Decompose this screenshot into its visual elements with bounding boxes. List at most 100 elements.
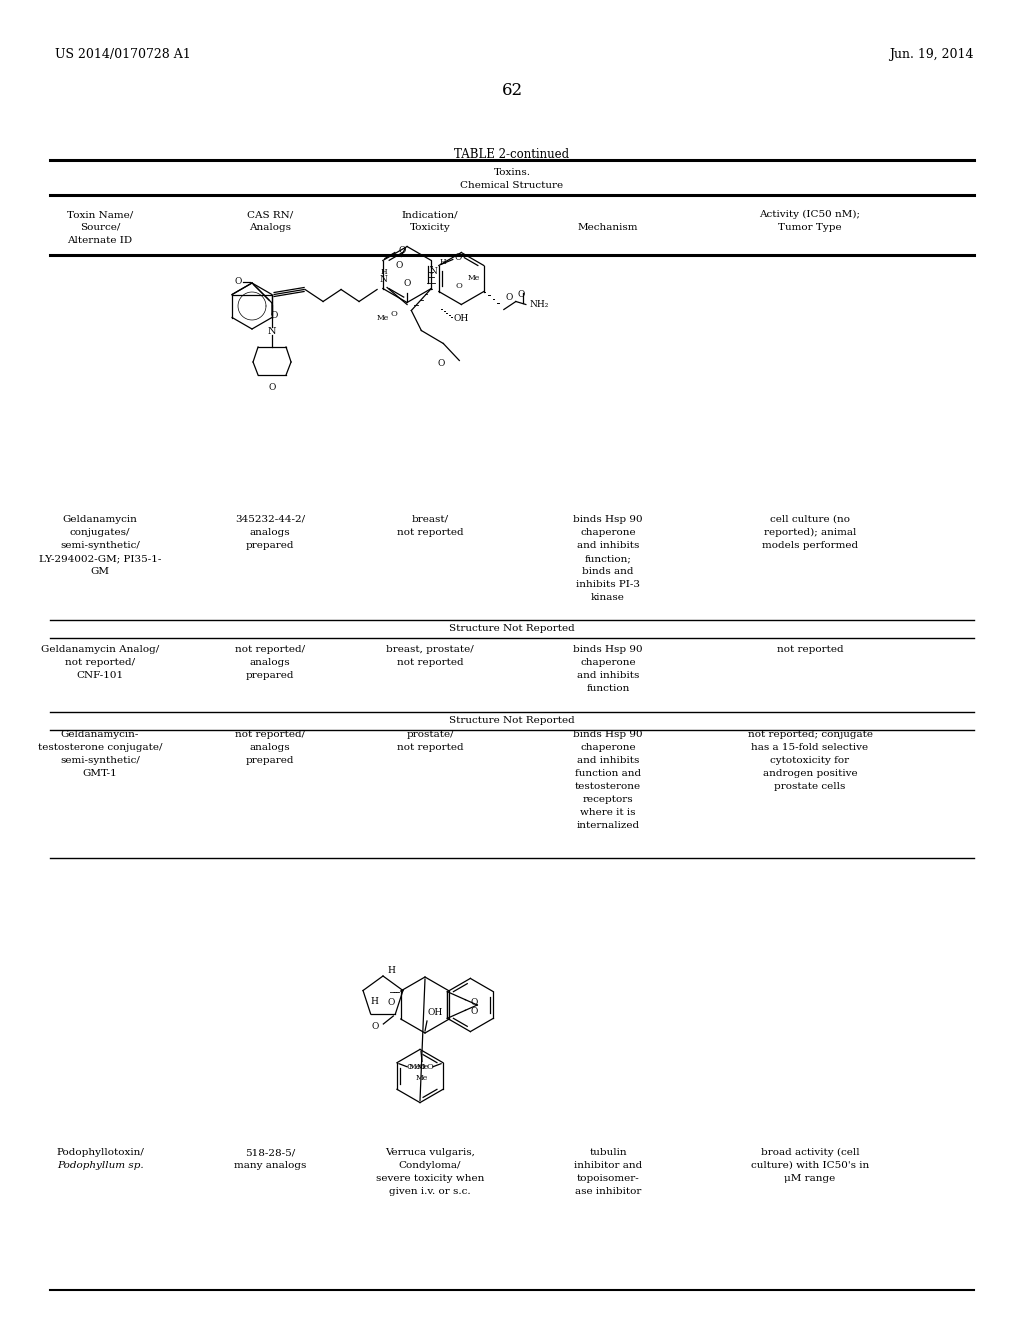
Text: chaperone: chaperone <box>581 743 636 752</box>
Text: Geldanamycin Analog/: Geldanamycin Analog/ <box>41 645 159 653</box>
Text: breast, prostate/: breast, prostate/ <box>386 645 474 653</box>
Text: Jun. 19, 2014: Jun. 19, 2014 <box>890 48 974 61</box>
Text: and inhibits: and inhibits <box>577 756 639 766</box>
Text: tubulin: tubulin <box>589 1148 627 1158</box>
Text: culture) with IC50's in: culture) with IC50's in <box>751 1162 869 1170</box>
Text: semi-synthetic/: semi-synthetic/ <box>60 541 140 550</box>
Text: analogs: analogs <box>250 743 291 752</box>
Text: function;: function; <box>585 554 632 564</box>
Text: androgen positive: androgen positive <box>763 770 857 777</box>
Text: has a 15-fold selective: has a 15-fold selective <box>752 743 868 752</box>
Text: receptors: receptors <box>583 795 633 804</box>
Text: O: O <box>419 1064 425 1072</box>
Text: US 2014/0170728 A1: US 2014/0170728 A1 <box>55 48 190 61</box>
Text: Geldanamycin: Geldanamycin <box>62 515 137 524</box>
Text: and inhibits: and inhibits <box>577 671 639 680</box>
Text: prostate cells: prostate cells <box>774 781 846 791</box>
Text: binds Hsp 90: binds Hsp 90 <box>573 730 643 739</box>
Text: Toxins.: Toxins. <box>494 168 530 177</box>
Text: O: O <box>505 293 513 302</box>
Text: Geldanamycin-: Geldanamycin- <box>60 730 139 739</box>
Text: not reported: not reported <box>776 645 844 653</box>
Text: O: O <box>390 310 397 318</box>
Text: not reported: not reported <box>396 743 463 752</box>
Text: testosterone conjugate/: testosterone conjugate/ <box>38 743 162 752</box>
Text: conjugates/: conjugates/ <box>70 528 130 537</box>
Text: prepared: prepared <box>246 756 294 766</box>
Text: not reported: not reported <box>396 528 463 537</box>
Text: 62: 62 <box>502 82 522 99</box>
Text: Alternate ID: Alternate ID <box>68 236 132 246</box>
Text: Condyloma/: Condyloma/ <box>398 1162 461 1170</box>
Text: Mechanism: Mechanism <box>578 223 638 232</box>
Text: Toxin Name/: Toxin Name/ <box>67 210 133 219</box>
Text: H: H <box>439 259 446 267</box>
Text: LY-294002-GM; PI35-1-: LY-294002-GM; PI35-1- <box>39 554 161 564</box>
Text: O: O <box>398 246 407 255</box>
Text: Structure Not Reported: Structure Not Reported <box>450 715 574 725</box>
Text: Toxicity: Toxicity <box>410 223 451 232</box>
Text: function: function <box>587 684 630 693</box>
Text: Activity (IC50 nM);: Activity (IC50 nM); <box>760 210 860 219</box>
Text: not reported/: not reported/ <box>65 657 135 667</box>
Text: kinase: kinase <box>591 593 625 602</box>
Text: TABLE 2-continued: TABLE 2-continued <box>455 148 569 161</box>
Text: 518-28-5/: 518-28-5/ <box>245 1148 295 1158</box>
Text: CAS RN/: CAS RN/ <box>247 210 293 219</box>
Text: O: O <box>234 276 242 285</box>
Text: chaperone: chaperone <box>581 528 636 537</box>
Text: inhibits PI-3: inhibits PI-3 <box>575 579 640 589</box>
Text: not reported: not reported <box>396 657 463 667</box>
Text: N: N <box>379 275 387 284</box>
Text: N: N <box>429 267 437 276</box>
Text: many analogs: many analogs <box>233 1162 306 1170</box>
Text: analogs: analogs <box>250 657 291 667</box>
Text: GM: GM <box>90 568 110 576</box>
Text: GMT-1: GMT-1 <box>83 770 118 777</box>
Text: cell culture (no: cell culture (no <box>770 515 850 524</box>
Text: O: O <box>270 310 278 319</box>
Text: 345232-44-2/: 345232-44-2/ <box>234 515 305 524</box>
Text: O: O <box>268 383 275 392</box>
Text: function and: function and <box>574 770 641 777</box>
Text: analogs: analogs <box>250 528 291 537</box>
Text: H: H <box>380 268 387 276</box>
Text: CNF-101: CNF-101 <box>77 671 124 680</box>
Text: H: H <box>370 998 378 1006</box>
Text: inhibitor and: inhibitor and <box>573 1162 642 1170</box>
Text: models performed: models performed <box>762 541 858 550</box>
Text: O: O <box>455 253 462 261</box>
Text: O: O <box>407 1063 414 1071</box>
Text: cytotoxicity for: cytotoxicity for <box>770 756 850 766</box>
Text: broad activity (cell: broad activity (cell <box>761 1148 859 1158</box>
Text: binds Hsp 90: binds Hsp 90 <box>573 645 643 653</box>
Text: ase inhibitor: ase inhibitor <box>574 1187 641 1196</box>
Text: binds and: binds and <box>583 568 634 576</box>
Text: NH₂: NH₂ <box>529 300 549 309</box>
Text: internalized: internalized <box>577 821 640 830</box>
Text: prepared: prepared <box>246 671 294 680</box>
Text: OH: OH <box>427 1008 442 1016</box>
Text: N: N <box>268 326 276 335</box>
Text: Me: Me <box>377 314 389 322</box>
Text: not reported; conjugate: not reported; conjugate <box>748 730 872 739</box>
Text: chaperone: chaperone <box>581 657 636 667</box>
Text: Source/: Source/ <box>80 223 120 232</box>
Text: O: O <box>403 280 411 289</box>
Text: not reported/: not reported/ <box>234 645 305 653</box>
Text: and inhibits: and inhibits <box>577 541 639 550</box>
Text: semi-synthetic/: semi-synthetic/ <box>60 756 140 766</box>
Text: O: O <box>426 1063 433 1071</box>
Text: Podophyllum sp.: Podophyllum sp. <box>56 1162 143 1170</box>
Text: testosterone: testosterone <box>574 781 641 791</box>
Text: Me: Me <box>409 1063 421 1071</box>
Text: Analogs: Analogs <box>249 223 291 232</box>
Text: O: O <box>517 290 524 300</box>
Text: Podophyllotoxin/: Podophyllotoxin/ <box>56 1148 144 1158</box>
Text: μM range: μM range <box>784 1173 836 1183</box>
Text: OH: OH <box>454 314 469 323</box>
Text: Me: Me <box>467 275 479 282</box>
Text: Structure Not Reported: Structure Not Reported <box>450 624 574 634</box>
Text: where it is: where it is <box>581 808 636 817</box>
Text: topoisomer-: topoisomer- <box>577 1173 639 1183</box>
